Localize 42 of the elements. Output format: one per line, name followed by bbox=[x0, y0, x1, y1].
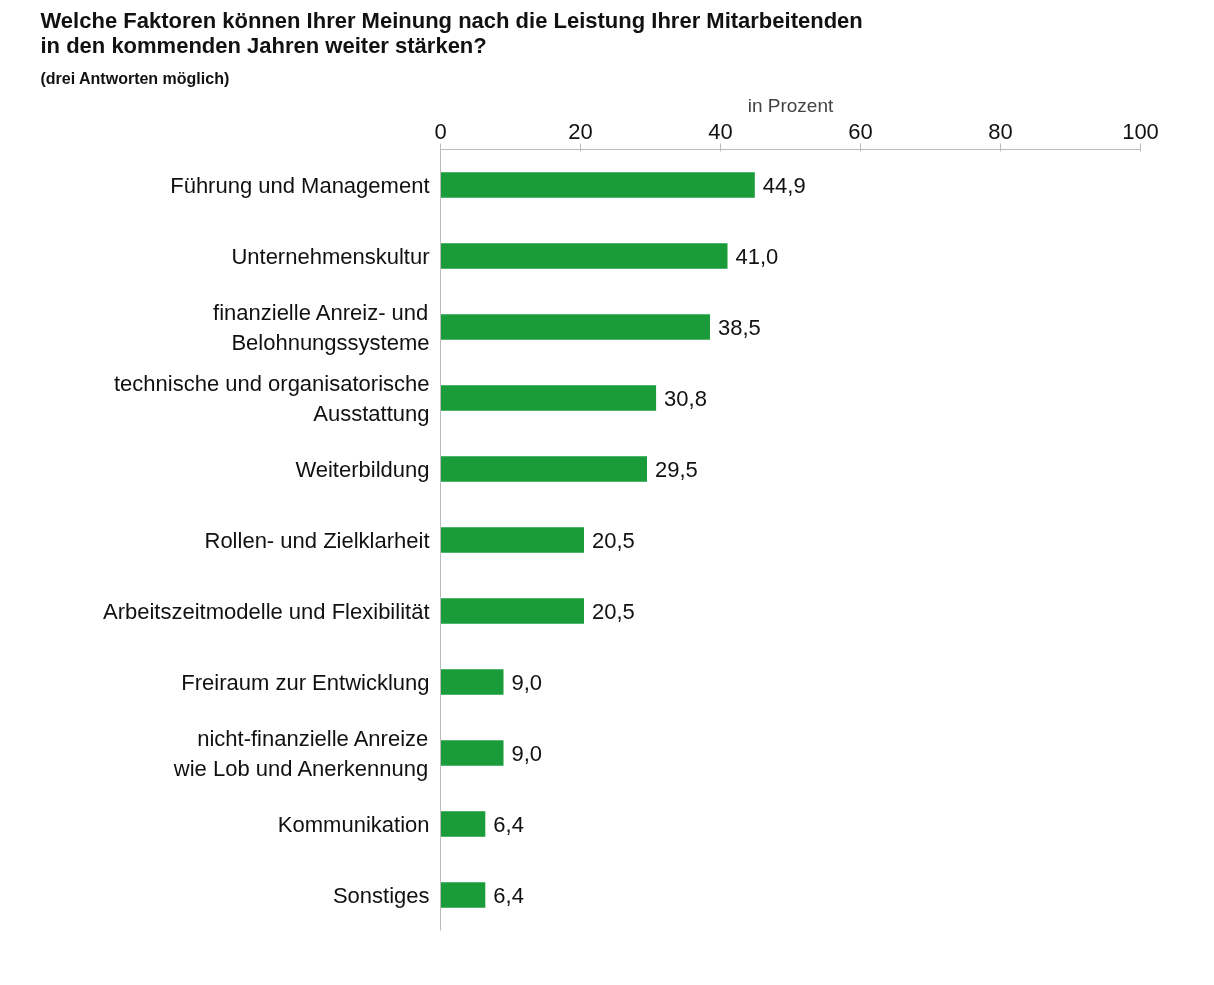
data-label: 29,5 bbox=[655, 456, 698, 482]
data-label: 38,5 bbox=[718, 314, 761, 340]
x-axis-title: in Prozent bbox=[747, 94, 834, 116]
bar bbox=[440, 172, 755, 198]
data-label: 20,5 bbox=[592, 527, 635, 553]
bar bbox=[440, 811, 486, 837]
x-tick-label: 60 bbox=[848, 118, 873, 144]
y-tick-label: Führung und Management bbox=[170, 172, 430, 198]
bar bbox=[440, 314, 710, 340]
bar bbox=[440, 598, 584, 624]
data-label: 6,4 bbox=[493, 811, 524, 837]
bar bbox=[440, 243, 728, 269]
y-tick-label: finanzielle Anreiz- und Belohnungssysteme bbox=[213, 299, 430, 355]
y-tick-label: Kommunikation bbox=[277, 811, 430, 837]
data-label: 41,0 bbox=[735, 243, 779, 269]
x-tick-label: 100 bbox=[1122, 118, 1159, 144]
data-label: 9,0 bbox=[511, 669, 543, 695]
y-tick-label: technische und organisatorische Ausstattung bbox=[113, 370, 430, 426]
y-tick-label: nicht-finanzielle Anreize wie Lob und Anerkennung bbox=[172, 725, 429, 781]
text: (drei Antworten möglich) bbox=[40, 69, 230, 87]
x-tick-label: 0 bbox=[434, 118, 447, 144]
bar bbox=[440, 740, 504, 766]
bar bbox=[440, 456, 647, 482]
chart-title: Welche Faktoren können Ihrer Meinung nach die Leistung Ihrer Mitarbeitenden in den kommenden Jahren weiter stärken? bbox=[40, 7, 863, 58]
x-tick-label: 80 bbox=[988, 118, 1013, 144]
bar bbox=[440, 385, 657, 411]
data-label: 30,8 bbox=[664, 385, 707, 411]
y-tick-label: Rollen- und Zielklarheit bbox=[204, 527, 430, 553]
bar bbox=[440, 669, 504, 695]
y-tick-label: Weiterbildung bbox=[295, 456, 430, 482]
data-label: 44,9 bbox=[762, 172, 806, 198]
bar bbox=[440, 882, 486, 908]
data-label: 9,0 bbox=[511, 740, 543, 766]
x-tick-label: 40 bbox=[708, 118, 733, 144]
bar bbox=[440, 527, 584, 553]
x-tick-label: 20 bbox=[568, 118, 593, 144]
y-tick-label: Freiraum zur Entwicklung bbox=[181, 669, 430, 695]
y-tick-label: Arbeitszeitmodelle und Flexibilität bbox=[103, 598, 430, 624]
y-tick-label: Unternehmenskultur bbox=[231, 243, 430, 269]
data-label: 6,4 bbox=[493, 882, 524, 908]
data-label: 20,5 bbox=[592, 598, 635, 624]
y-tick-label: Sonstiges bbox=[332, 882, 430, 908]
